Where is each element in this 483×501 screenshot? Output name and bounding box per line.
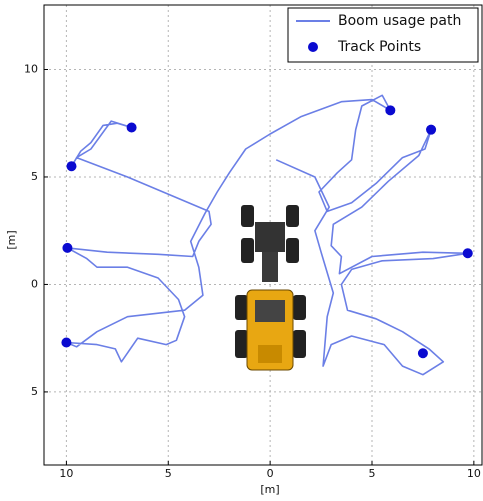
- track-point: [426, 124, 437, 135]
- track-point: [61, 337, 72, 348]
- legend-marker: [308, 42, 318, 52]
- x-tick-label: 0: [267, 467, 274, 480]
- x-axis-label: [m]: [260, 483, 279, 496]
- boom-path: [65, 94, 469, 376]
- y-tick-label: 5: [31, 170, 38, 183]
- legend-box: [287, 7, 479, 63]
- track-point: [462, 248, 473, 259]
- vehicle-icon: [235, 205, 306, 371]
- x-tick-label: 10: [467, 467, 481, 480]
- track-point: [66, 161, 77, 172]
- x-tick-label: 5: [368, 467, 375, 480]
- legend-label: Track Points: [337, 39, 421, 55]
- y-axis-label: [m]: [5, 230, 18, 249]
- track-point: [385, 105, 396, 116]
- y-tick-label: 0: [31, 277, 38, 290]
- legend-label: Boom usage path: [338, 13, 461, 29]
- track-point: [417, 348, 428, 359]
- legend: Boom usage path Track Points: [287, 7, 479, 63]
- plot-frame: [43, 4, 483, 466]
- x-tick-label: 10: [59, 467, 73, 480]
- track-point: [62, 242, 73, 253]
- x-tick-label: 5: [165, 467, 172, 480]
- grid: [44, 5, 482, 465]
- y-tick-label: 10: [24, 62, 38, 75]
- track-point: [126, 122, 137, 133]
- y-tick-label: 5: [31, 385, 38, 398]
- data: [61, 94, 473, 376]
